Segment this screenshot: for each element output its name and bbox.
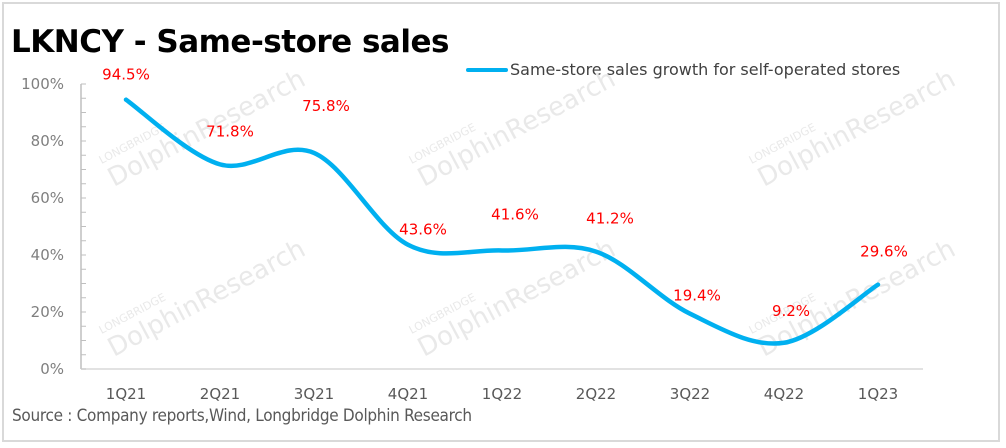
data-label: 29.6%	[860, 243, 908, 261]
x-tick-label: 1Q21	[106, 385, 146, 403]
data-labels: 94.5% 71.8% 75.8% 43.6% 41.6% 41.2% 19.4% 9.2% 2…	[102, 66, 908, 320]
x-tick-label: 2Q22	[576, 385, 616, 403]
data-label: 9.2%	[772, 302, 810, 320]
data-label: 71.8%	[206, 122, 254, 140]
data-label: 43.6%	[399, 221, 447, 239]
y-tick-label: 80%	[31, 132, 64, 150]
data-label: 94.5%	[102, 66, 150, 84]
axes	[80, 83, 923, 370]
y-tick-label: 100%	[21, 75, 64, 93]
y-tick-label: 60%	[31, 189, 64, 207]
x-tick-label: 2Q21	[200, 385, 240, 403]
y-tick-labels: 0% 20% 40% 60% 80% 100%	[21, 75, 64, 378]
svg-text:DolphinResearch: DolphinResearch	[103, 234, 311, 363]
series-group	[123, 97, 881, 346]
y-tick-label: 20%	[31, 303, 64, 321]
data-label: 19.4%	[673, 287, 721, 305]
x-tick-label: 3Q21	[294, 385, 334, 403]
legend-line-swatch	[466, 67, 508, 72]
chart-title: LKNCY - Same-store sales	[11, 24, 449, 60]
y-tick-label: 40%	[31, 246, 64, 264]
x-tick-label: 1Q23	[858, 385, 898, 403]
source-note: Source : Company reports,Wind, Longbridg…	[12, 406, 472, 426]
legend: Same-store sales growth for self-operate…	[466, 60, 900, 79]
x-tick-labels: 1Q21 2Q21 3Q21 4Q21 1Q22 2Q22 3Q22 4Q22 1Q23	[106, 385, 898, 403]
data-label: 75.8%	[302, 97, 350, 115]
x-tick-label: 4Q21	[388, 385, 428, 403]
x-tick-label: 1Q22	[482, 385, 522, 403]
x-tick-label: 3Q22	[670, 385, 710, 403]
y-tick-label: 0%	[40, 360, 64, 378]
legend-label: Same-store sales growth for self-operate…	[510, 60, 901, 79]
svg-text:DolphinResearch: DolphinResearch	[413, 64, 621, 193]
svg-text:DolphinResearch: DolphinResearch	[753, 64, 961, 193]
x-tick-label: 4Q22	[764, 385, 804, 403]
data-label: 41.6%	[491, 205, 539, 223]
data-label: 41.2%	[586, 210, 634, 228]
